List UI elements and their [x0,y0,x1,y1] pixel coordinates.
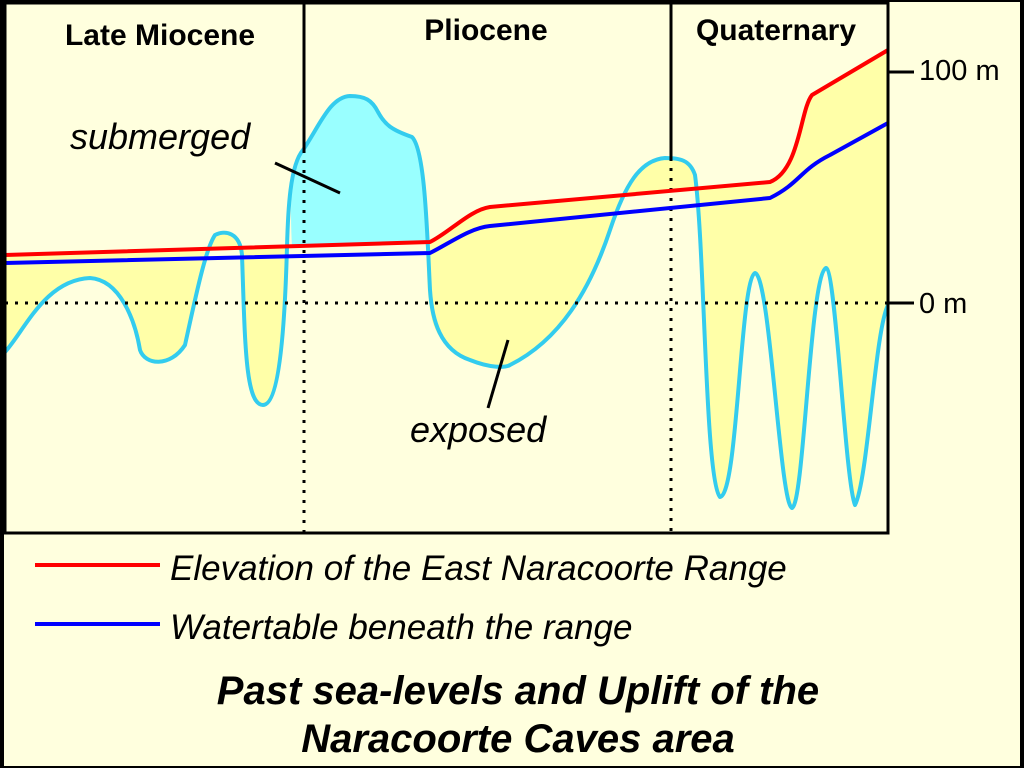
exposed-leader-line [486,339,510,409]
sea-level-curve [5,94,888,510]
exposed-region [5,50,888,508]
annotation-submerged: submerged [70,116,251,157]
submerged-leader-line [274,161,341,195]
elevation-line [5,48,888,257]
plot-frame [3,1,890,535]
title-line-2: Naracoorte Caves area [301,717,735,761]
legend-label-elevation: Elevation of the East Naracoorte Range [170,549,787,588]
title-line-1: Past sea-levels and Uplift of the [217,669,819,713]
legend: Elevation of the East Naracoorte Range W… [35,549,787,647]
epoch-label-pliocene: Pliocene [424,14,547,47]
axis-label-0m: 0 m [919,288,967,320]
epoch-label-late-miocene: Late Miocene [65,19,255,52]
epoch-label-quaternary: Quaternary [696,14,856,47]
submerged-region [291,96,428,247]
axis-label-100m: 100 m [919,55,1000,87]
annotation-exposed: exposed [410,409,547,450]
plot-area [5,3,888,533]
watertable-line [5,121,888,265]
legend-label-watertable: Watertable beneath the range [170,608,632,647]
